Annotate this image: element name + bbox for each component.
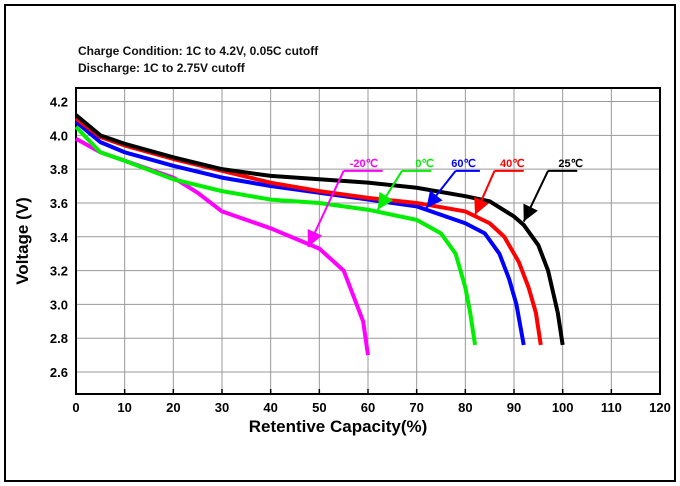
y-tick-label: 4.0 [50,128,68,143]
x-tick-label: 40 [263,400,277,415]
x-tick-label: 90 [507,400,521,415]
series-label: 25℃ [558,158,583,170]
y-tick-label: 3.4 [50,230,69,245]
y-tick-label: 3.2 [50,264,68,279]
x-tick-label: 110 [601,400,622,415]
charge-condition-note: Charge Condition: 1C to 4.2V, 0.05C cuto… [78,44,319,58]
series-label: 0℃ [415,158,433,170]
series-label: 60℃ [451,158,476,170]
series-label: 40℃ [500,158,525,170]
y-tick-label: 3.6 [50,196,68,211]
chart-frame [4,4,676,482]
y-tick-label: 4.2 [50,95,68,110]
annotation-arrowhead [377,191,394,210]
x-tick-label: 70 [409,400,423,415]
x-tick-label: 120 [649,400,671,415]
y-tick-label: 3.0 [50,297,68,312]
x-tick-label: 80 [458,400,472,415]
x-tick-label: 50 [312,400,326,415]
x-tick-label: 30 [215,400,229,415]
series-label: -20℃ [350,158,378,170]
x-tick-label: 100 [552,400,574,415]
x-tick-label: 60 [361,400,375,415]
plot-area [75,87,661,395]
x-axis-label: Retentive Capacity(%) [249,417,428,436]
series-line-3 [74,125,478,346]
y-tick-label: 2.6 [50,365,68,380]
series-line-2 [74,120,526,346]
annotation-arrowhead [426,190,443,209]
x-tick-label: 10 [117,400,131,415]
series-line-0 [74,113,565,346]
annotation-arrowhead [523,203,538,222]
x-tick-label: 0 [72,400,79,415]
annotation-arrowhead [474,196,489,215]
discharge-condition-note: Discharge: 1C to 2.75V cutoff [78,61,245,75]
y-axis-label: Voltage (V) [13,197,32,285]
y-tick-label: 2.8 [50,331,68,346]
annotation-arrowhead [307,229,323,247]
x-tick-label: 20 [166,400,180,415]
y-tick-label: 3.8 [50,162,68,177]
